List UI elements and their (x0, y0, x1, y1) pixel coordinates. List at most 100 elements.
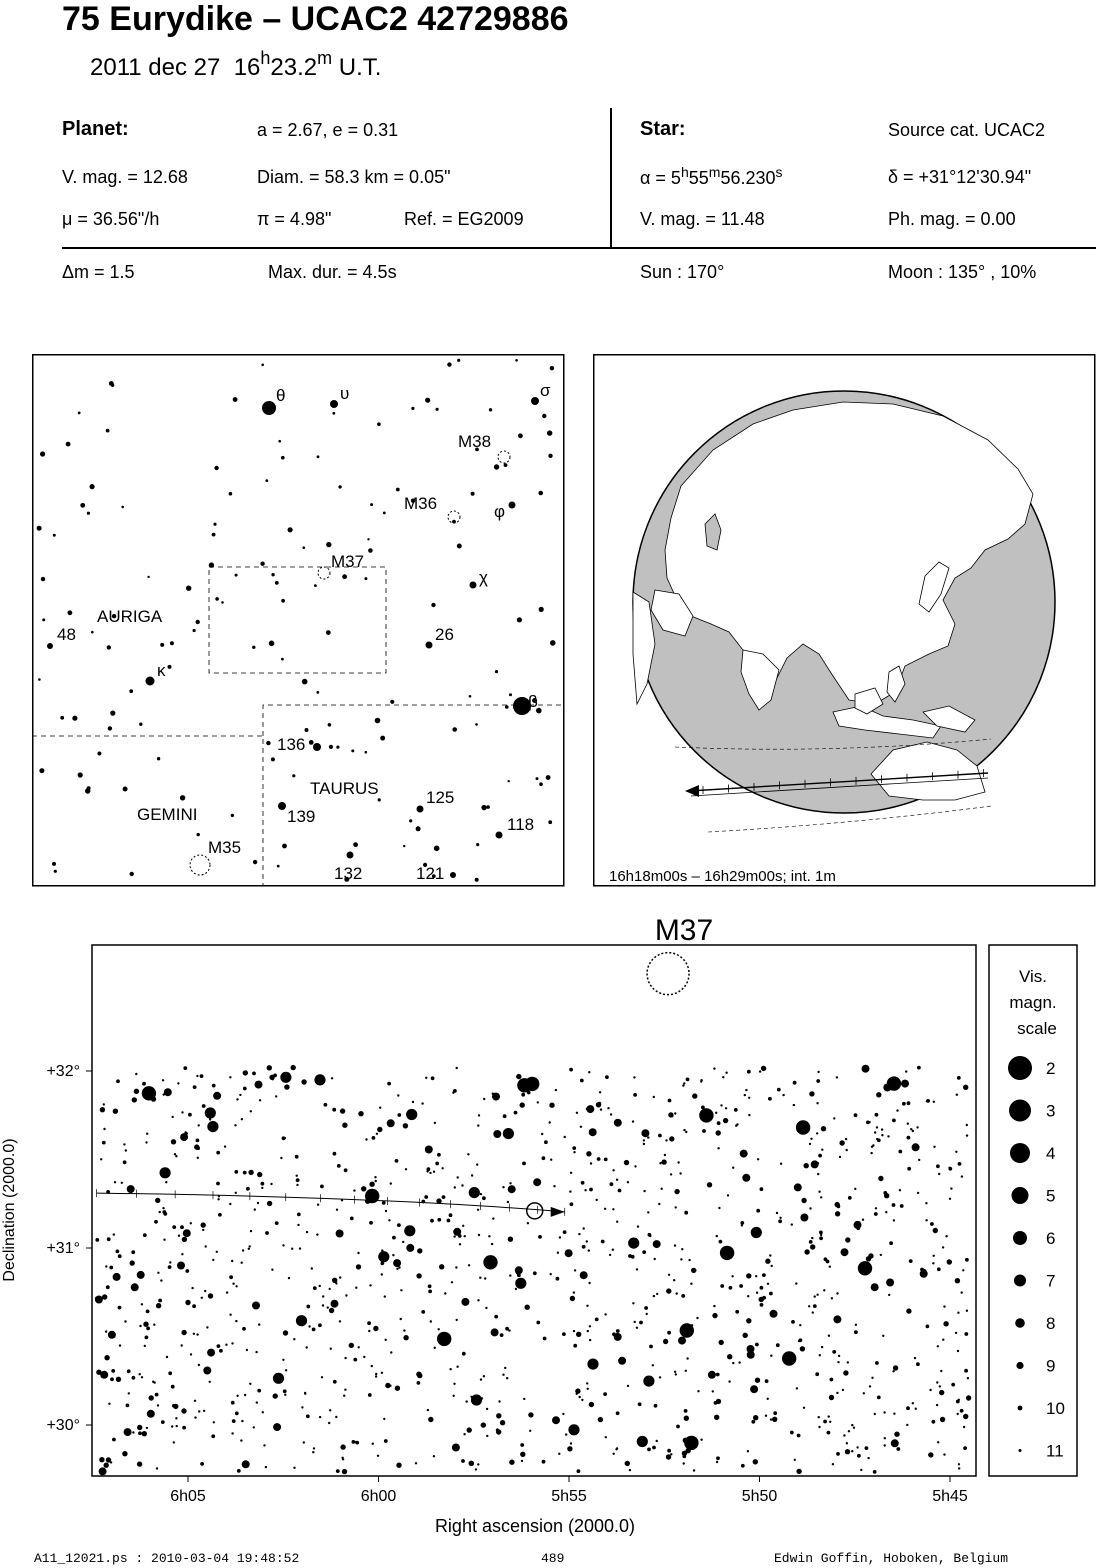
field-star (476, 1163, 479, 1166)
legend-dot (1011, 1187, 1029, 1204)
field-star (206, 1326, 209, 1329)
field-star (353, 1357, 358, 1362)
planet-orbit: a = 2.67, e = 0.31 (257, 120, 399, 140)
field-star (170, 1139, 177, 1145)
field-star (280, 1156, 283, 1160)
field-star (667, 1330, 671, 1335)
field-star (477, 1463, 480, 1466)
finder-star (364, 750, 368, 754)
field-star (697, 1390, 700, 1393)
field-star (960, 1291, 963, 1294)
field-star (146, 1409, 155, 1418)
field-star (854, 1330, 858, 1335)
finder-bright-star (450, 872, 456, 878)
field-star (263, 1444, 266, 1447)
finder-star (105, 428, 110, 433)
field-star (647, 1447, 651, 1452)
field-star (195, 1138, 200, 1143)
label-132: 132 (334, 864, 362, 883)
field-star (844, 1137, 848, 1141)
field-star (742, 1173, 751, 1182)
field-star (667, 1273, 671, 1276)
field-star (682, 1462, 685, 1465)
field-star (883, 1444, 886, 1447)
field-star (810, 1244, 816, 1250)
field-star (509, 1459, 515, 1465)
field-star (335, 1208, 339, 1211)
field-star (706, 1182, 713, 1188)
finder-bright-star (508, 501, 516, 509)
field-star (642, 1250, 647, 1254)
field-star (330, 1299, 339, 1308)
field-star (124, 1320, 127, 1323)
field-star (204, 1289, 207, 1293)
field-star (582, 1227, 585, 1230)
y-tick-label: +32° (46, 1063, 80, 1080)
field-star (581, 1244, 586, 1249)
field-star (955, 1150, 958, 1153)
field-star (340, 1444, 346, 1450)
field-star (375, 1132, 379, 1135)
shadow-path (688, 772, 989, 792)
field-star (95, 1238, 100, 1242)
field-star (674, 1188, 680, 1195)
finder-star (516, 706, 521, 710)
legend-mag-label: 8 (1046, 1314, 1055, 1333)
field-star (235, 1285, 238, 1288)
field-star (215, 1250, 218, 1253)
field-star (604, 1436, 607, 1439)
field-star (474, 1468, 478, 1471)
label-phi: φ (494, 502, 505, 521)
field-star (180, 1225, 184, 1230)
field-star (452, 1394, 455, 1397)
field-star (575, 1111, 579, 1114)
field-star (129, 1260, 135, 1266)
field-star (433, 1121, 437, 1125)
finder-star (494, 670, 499, 674)
field-star (565, 1433, 568, 1436)
field-star (322, 1295, 325, 1298)
field-star (441, 1167, 444, 1170)
field-star (173, 1153, 177, 1156)
field-star (532, 1271, 537, 1276)
finder-star (364, 577, 368, 581)
field-star (329, 1347, 332, 1350)
field-star (876, 1138, 881, 1143)
field-star (196, 1156, 199, 1159)
finder-star (308, 740, 314, 745)
field-star (597, 1416, 604, 1423)
field-star (878, 1175, 884, 1182)
field-star (755, 1291, 759, 1294)
field-star (635, 1326, 639, 1329)
field-star (715, 1130, 721, 1136)
field-star (954, 1278, 961, 1284)
field-star (502, 1186, 505, 1189)
field-star (145, 1141, 148, 1144)
field-star (840, 1248, 849, 1257)
field-star (911, 1402, 914, 1405)
field-star (257, 1388, 262, 1393)
field-star (482, 1375, 486, 1378)
field-star (570, 1425, 575, 1429)
field-star (436, 1198, 442, 1204)
field-star (718, 1206, 721, 1210)
field-star (955, 1093, 958, 1096)
field-star (860, 1468, 863, 1472)
field-star (439, 1264, 445, 1270)
field-star (514, 1287, 518, 1291)
y-axis-ticks: +32° +31° +30° (46, 1063, 92, 1434)
field-star (808, 1240, 813, 1244)
field-star (562, 1412, 565, 1416)
field-star (314, 1074, 326, 1086)
field-star (739, 1284, 743, 1288)
field-star (901, 1079, 909, 1088)
field-star (818, 1354, 821, 1357)
field-star (323, 1102, 328, 1107)
field-star (146, 1132, 149, 1135)
field-star (673, 1279, 676, 1282)
field-star (131, 1375, 136, 1380)
finder-bright-star (278, 802, 286, 810)
legend-dot (1017, 1405, 1023, 1411)
field-star (242, 1170, 247, 1175)
field-star (823, 1419, 827, 1424)
